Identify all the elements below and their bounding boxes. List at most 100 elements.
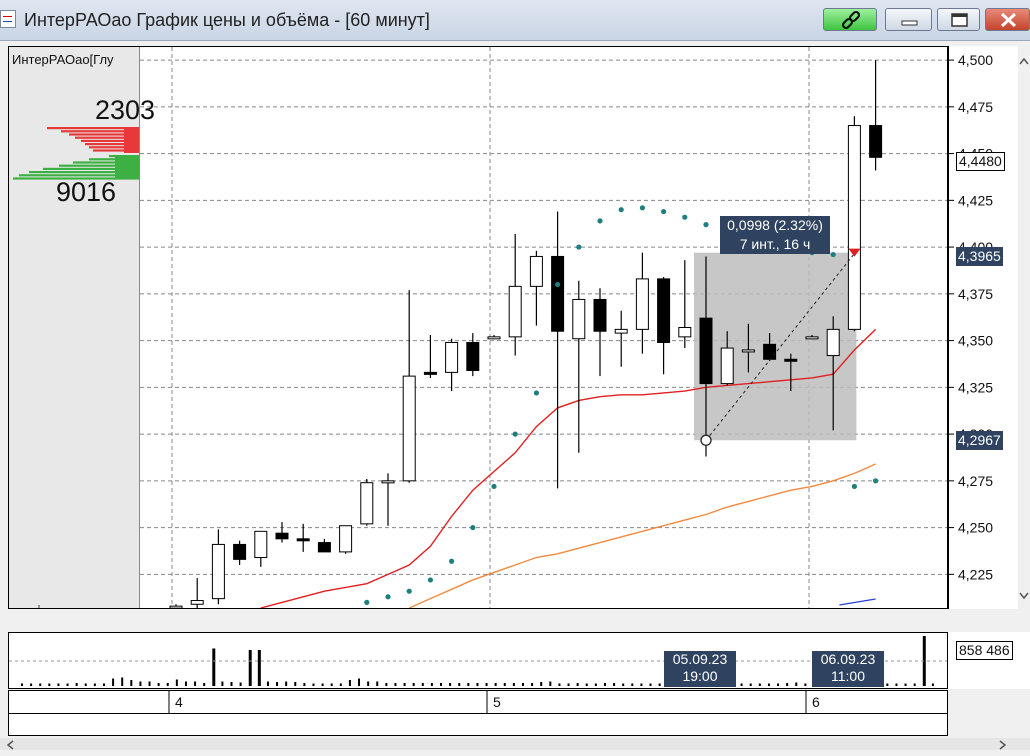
volume-bar bbox=[139, 681, 142, 686]
ask-bar bbox=[81, 139, 139, 142]
vertical-scrollbar[interactable] bbox=[1018, 46, 1030, 609]
volume-bar bbox=[21, 683, 23, 686]
candle[interactable] bbox=[572, 298, 586, 340]
measure-tooltip: 0,0998 (2.32%) 7 инт., 16 ч bbox=[720, 216, 830, 254]
volume-bar bbox=[740, 683, 743, 686]
candle[interactable] bbox=[784, 358, 798, 362]
volume-bar bbox=[895, 683, 898, 686]
candle[interactable] bbox=[699, 317, 713, 385]
scroll-down-icon[interactable] bbox=[1019, 592, 1029, 600]
candle[interactable] bbox=[317, 542, 331, 553]
volume-panel[interactable] bbox=[8, 632, 948, 689]
candle[interactable] bbox=[635, 278, 649, 330]
candle[interactable] bbox=[763, 343, 777, 360]
candle[interactable] bbox=[211, 543, 225, 600]
volume-bar bbox=[257, 650, 261, 686]
volume-bar bbox=[795, 682, 798, 686]
volume-bar bbox=[157, 683, 160, 686]
candle[interactable] bbox=[508, 285, 522, 338]
volume-bar bbox=[403, 683, 406, 686]
candle[interactable] bbox=[423, 371, 437, 375]
volume-bar bbox=[294, 682, 297, 686]
volume-max-label: 858 486 bbox=[956, 641, 1013, 660]
maximize-button[interactable] bbox=[937, 8, 980, 31]
volume-bar bbox=[749, 683, 752, 686]
volume-bar bbox=[558, 683, 561, 686]
sar-dot bbox=[491, 483, 497, 490]
candle[interactable] bbox=[254, 530, 268, 559]
volume-bar bbox=[212, 648, 216, 686]
candle[interactable] bbox=[741, 349, 755, 353]
volume-bar bbox=[175, 679, 178, 686]
price-label: 4,425 bbox=[958, 192, 993, 208]
candle[interactable] bbox=[381, 480, 395, 484]
last-price-marker: 4,4480 bbox=[956, 152, 1005, 171]
candle[interactable] bbox=[339, 525, 353, 553]
candle[interactable] bbox=[826, 328, 840, 357]
candle[interactable] bbox=[360, 482, 374, 525]
measure-end-handle[interactable] bbox=[848, 248, 861, 257]
candle[interactable] bbox=[551, 255, 565, 332]
candle[interactable] bbox=[869, 125, 883, 158]
maximize-icon bbox=[951, 13, 968, 27]
sar-dot bbox=[682, 214, 688, 220]
volume-bar bbox=[376, 681, 379, 686]
volume-bar bbox=[93, 683, 96, 686]
time-axis-secondary bbox=[8, 714, 948, 736]
volume-bar bbox=[412, 683, 415, 686]
candle[interactable] bbox=[678, 327, 692, 338]
measure-duration: 7 инт., 16 ч bbox=[739, 236, 811, 252]
candlestick-chart[interactable] bbox=[140, 47, 948, 608]
volume-bar bbox=[30, 683, 33, 686]
candle[interactable] bbox=[805, 336, 819, 340]
price-label: 4,250 bbox=[958, 520, 993, 536]
volume-bar bbox=[203, 683, 206, 686]
price-chart-panel[interactable]: ИнтерРАОао[Глу 2303 9016 0,0998 (2.32%) … bbox=[8, 46, 948, 609]
minimize-button[interactable] bbox=[885, 8, 932, 31]
volume-bar bbox=[786, 683, 789, 686]
volume-bar bbox=[102, 683, 105, 686]
minimize-icon bbox=[901, 20, 918, 26]
candle[interactable] bbox=[402, 375, 416, 482]
bid-bar bbox=[19, 174, 139, 177]
measure-start-handle[interactable] bbox=[700, 434, 712, 446]
scroll-right-icon[interactable] bbox=[999, 740, 1007, 750]
link-button[interactable] bbox=[823, 8, 877, 31]
bid-bar bbox=[59, 164, 139, 167]
measure-start-marker: 4,2967 bbox=[956, 431, 1003, 450]
horizontal-scrollbar[interactable] bbox=[0, 738, 1030, 750]
day-label-5: 5 bbox=[493, 694, 501, 710]
candle[interactable] bbox=[296, 538, 310, 542]
volume-bar bbox=[367, 681, 370, 686]
candle[interactable] bbox=[233, 543, 247, 560]
candle[interactable] bbox=[657, 278, 671, 343]
volume-bar bbox=[166, 683, 169, 686]
candle[interactable] bbox=[529, 255, 543, 287]
volume-bar bbox=[358, 678, 361, 686]
candle[interactable] bbox=[847, 125, 861, 330]
sar-dot bbox=[364, 599, 370, 605]
price-label: 4,500 bbox=[958, 52, 993, 68]
close-button[interactable] bbox=[985, 8, 1030, 31]
volume-bar bbox=[48, 683, 51, 686]
volume-bar bbox=[886, 683, 889, 686]
volume-bar bbox=[39, 683, 42, 686]
scroll-left-icon[interactable] bbox=[6, 740, 14, 750]
candle[interactable] bbox=[593, 298, 607, 332]
candle[interactable] bbox=[275, 532, 289, 540]
candle[interactable] bbox=[169, 605, 183, 608]
sar-dot bbox=[618, 207, 624, 213]
volume-bar bbox=[266, 681, 269, 686]
candle[interactable] bbox=[614, 328, 628, 334]
window-title: ИнтерРАОао График цены и объёма - [60 ми… bbox=[24, 10, 430, 30]
scroll-up-icon[interactable] bbox=[1019, 57, 1029, 65]
candle[interactable] bbox=[720, 347, 734, 385]
volume-bar bbox=[567, 683, 570, 686]
candle[interactable] bbox=[190, 600, 204, 605]
candle[interactable] bbox=[445, 341, 459, 373]
sar-dot bbox=[449, 558, 455, 564]
price-scale[interactable]: 4,5004,4754,4504,4254,4004,3754,3504,325… bbox=[948, 46, 1018, 609]
price-label: 4,475 bbox=[958, 99, 993, 115]
candle[interactable] bbox=[466, 341, 480, 372]
candle[interactable] bbox=[487, 336, 501, 340]
